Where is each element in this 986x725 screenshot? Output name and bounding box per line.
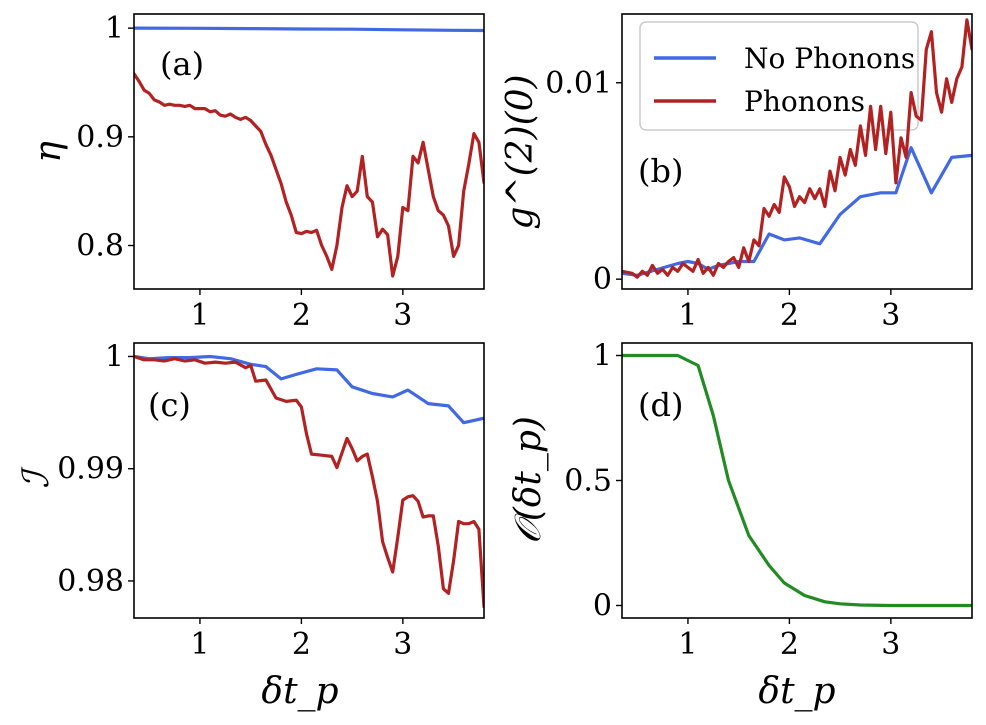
series-line-phonons (134, 354, 484, 609)
panel-label-b: (b) (638, 152, 683, 190)
axes-frame (621, 13, 973, 290)
legend-label-phonons: Phonons (744, 85, 865, 118)
x-tick-label: 3 (393, 298, 412, 333)
panel-label-c: (c) (148, 386, 191, 424)
xlabel-d: δt_p (758, 671, 835, 712)
series-line-phonons (622, 18, 972, 279)
series-line-overlap (622, 353, 972, 608)
x-tick-label: 3 (881, 627, 900, 662)
y-tick-label: 0 (593, 589, 612, 624)
ylabel-a: η (28, 141, 69, 163)
y-tick-label: 0.98 (57, 564, 124, 599)
x-tick-label: 1 (678, 627, 697, 662)
panel-label-a: (a) (160, 45, 204, 83)
legend-box (639, 21, 919, 131)
panel-c: (c) ℐ δt_p 1 2 3 0.98 0.99 1 (16, 339, 485, 712)
panel-d: (d) 𝒪(δt_p) δt_p 1 2 3 0 0.5 1 (508, 339, 973, 712)
ylabel-d: 𝒪(δt_p) (508, 416, 549, 544)
ylabel-b: g^(2)(0) (500, 74, 541, 229)
y-tick-label: 0.01 (545, 66, 612, 101)
y-tick-label: 0 (593, 262, 612, 297)
x-tick-label: 2 (292, 298, 311, 333)
series-line-no-phonons (134, 354, 484, 425)
y-tick-label: 1 (105, 339, 124, 374)
y-tick-label: 0.9 (76, 120, 124, 155)
axes-frame (621, 342, 973, 619)
panel-label-d: (d) (638, 386, 683, 424)
series-line-no-phonons (134, 26, 484, 33)
x-tick-label: 1 (678, 298, 697, 333)
legend-label-no-phonons: No Phonons (744, 42, 915, 75)
x-tick-label: 3 (881, 298, 900, 333)
y-tick-label: 0.99 (57, 452, 124, 487)
y-tick-label: 0.5 (564, 464, 612, 499)
axes-frame (133, 13, 485, 290)
x-tick-label: 2 (292, 627, 311, 662)
x-tick-label: 2 (780, 627, 799, 662)
x-tick-label: 2 (780, 298, 799, 333)
ylabel-c: ℐ (16, 465, 57, 488)
panel-a: (a) η 1 2 3 0.8 0.9 1 (28, 11, 485, 333)
panel-b: (b) g^(2)(0) No Phonons Phonons 1 2 3 0 0.01 (500, 13, 973, 333)
y-tick-label: 1 (593, 339, 612, 374)
x-tick-label: 1 (190, 298, 209, 333)
axes-frame (133, 342, 485, 619)
x-tick-label: 3 (393, 627, 412, 662)
y-tick-label: 0.8 (76, 229, 124, 264)
legend: No Phonons Phonons (639, 21, 919, 131)
xlabel-c: δt_p (261, 671, 338, 712)
series-line-phonons (134, 72, 484, 278)
y-tick-label: 1 (105, 11, 124, 46)
x-tick-label: 1 (190, 627, 209, 662)
